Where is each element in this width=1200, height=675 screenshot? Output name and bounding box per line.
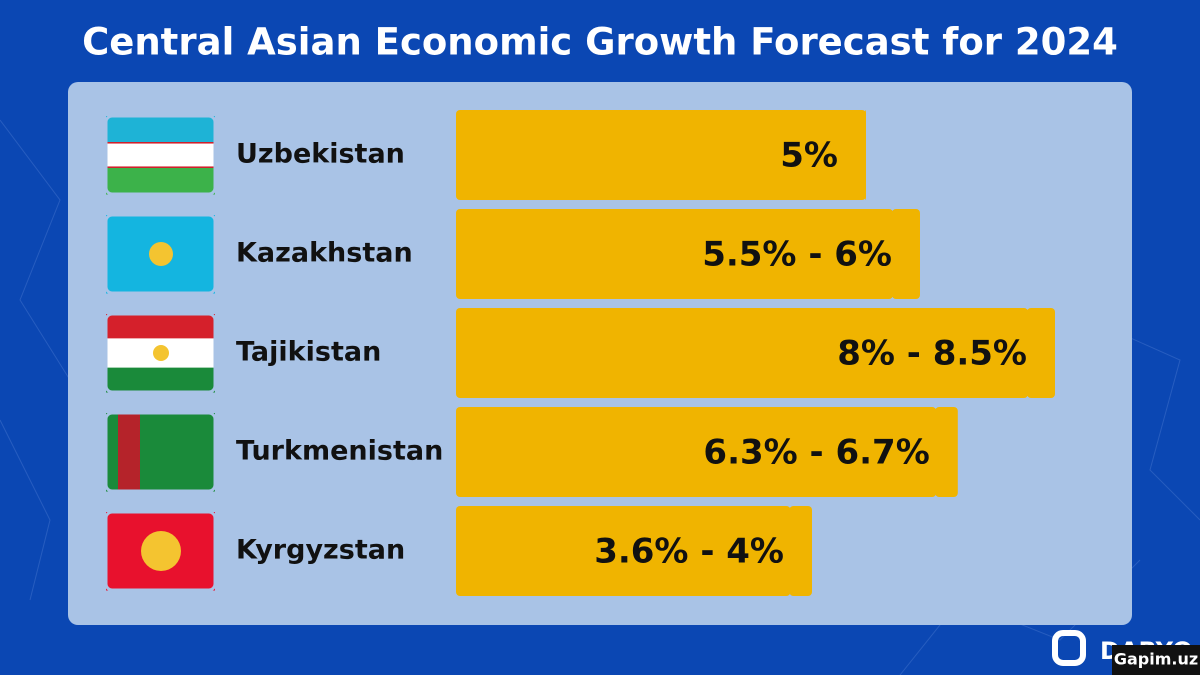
- flag: [104, 411, 217, 493]
- watermark: Gapim.uz: [1114, 650, 1198, 669]
- flag-stripe: [106, 166, 215, 169]
- bar-range: [892, 209, 920, 299]
- flag: [104, 312, 217, 394]
- country-label: Kyrgyzstan: [236, 535, 405, 566]
- flag: [104, 114, 217, 196]
- flag-emblem: [153, 345, 169, 361]
- bar-range: [789, 506, 812, 596]
- chart-title: Central Asian Economic Growth Forecast f…: [82, 21, 1118, 64]
- flag-frame: [104, 411, 217, 493]
- flag-frame: [104, 510, 217, 592]
- country-label: Turkmenistan: [236, 436, 443, 467]
- bar: [456, 110, 866, 200]
- watermark-box: [1112, 645, 1200, 675]
- value-label: 5%: [780, 136, 838, 176]
- bar: [456, 308, 1028, 398]
- flag-frame: [104, 312, 217, 394]
- value-label: 8% - 8.5%: [837, 334, 1027, 374]
- value-label: 6.3% - 6.7%: [703, 433, 929, 473]
- flag-emblem: [149, 242, 173, 266]
- flag: [104, 213, 217, 295]
- flag-stripe: [106, 116, 215, 143]
- bar: [456, 407, 937, 497]
- country-label: Kazakhstan: [236, 238, 413, 269]
- value-label: 5.5% - 6%: [702, 235, 892, 275]
- value-label: 3.6% - 4%: [594, 532, 784, 572]
- brand-icon: [1052, 630, 1086, 666]
- bar-range: [935, 407, 958, 497]
- flag-emblem: [118, 413, 140, 491]
- flag-stripe: [106, 143, 215, 167]
- flag-frame: [104, 213, 217, 295]
- country-label: Uzbekistan: [236, 139, 405, 170]
- bar: [456, 506, 791, 596]
- flag-emblem: [141, 531, 181, 571]
- rows: Uzbekistan 5% Kazakhstan 5.5% - 6% Tajikista…: [104, 110, 1055, 596]
- bar: [456, 209, 893, 299]
- bar-range: [1027, 308, 1055, 398]
- country-label: Tajikistan: [236, 337, 381, 368]
- flag: [104, 510, 217, 592]
- flag-stripe: [106, 367, 215, 393]
- flag-frame: [104, 114, 217, 196]
- flag-stripe: [106, 142, 215, 145]
- network-pattern: [0, 119, 1200, 675]
- flag-stripe: [106, 314, 215, 339]
- flag-stripe: [106, 168, 215, 195]
- bar-range: [865, 110, 866, 200]
